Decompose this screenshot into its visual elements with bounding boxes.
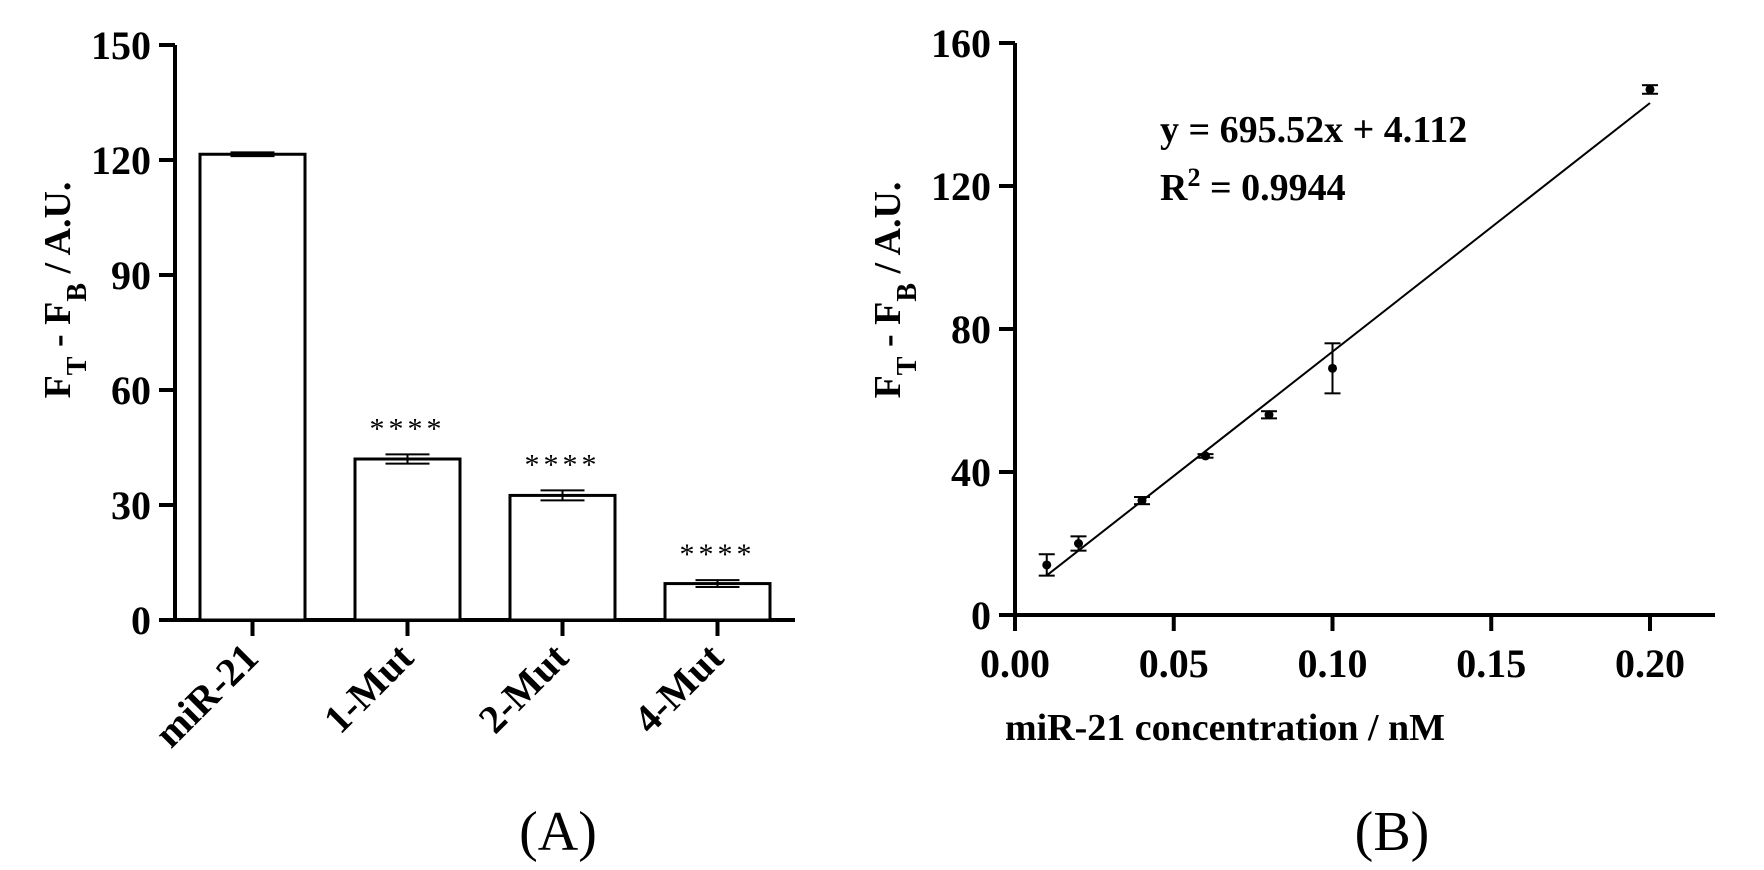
panel-a-y-tick-label: 120 [91, 138, 151, 183]
significance-marker: **** [370, 412, 446, 445]
panel-a-y-tick-label: 90 [111, 253, 151, 298]
panel-b-y-tick-label: 0 [971, 593, 991, 638]
panel-a-bar-chart: 0 30 60 90 120 150 miR-21 1-Mut **** 2-Mut **** 4-M… [91, 23, 795, 756]
panel-a-x-tick-label: 2-Mut [470, 634, 578, 742]
panel-b-y-tick-label: 40 [951, 450, 991, 495]
panel-a-y-axis-title: FT - FB / A.U. [37, 182, 93, 399]
panel-a-y-tick-label: 150 [91, 23, 151, 68]
panel-a-x-tick-label: 4-Mut [625, 634, 733, 742]
panel-b-y-tick-label: 160 [931, 21, 991, 66]
bar-4-Mut [663, 582, 772, 622]
panel-b-x-tick-label: 0.10 [1298, 641, 1368, 686]
data-point [1137, 496, 1147, 506]
panel-b-x-axis-title: miR-21 concentration / nM [1005, 707, 1445, 749]
panel-a-y-tick-label: 0 [131, 598, 151, 643]
data-point [1645, 84, 1655, 94]
significance-marker: **** [525, 448, 601, 481]
panel-b-x-tick-label: 0.15 [1456, 641, 1526, 686]
data-point [1328, 363, 1337, 373]
regression-equation: y = 695.52x + 4.112 [1160, 109, 1467, 151]
panel-b-y-tick-label: 80 [951, 307, 991, 352]
panel-b-x-tick-label: 0.00 [980, 641, 1050, 686]
data-point [1264, 410, 1274, 420]
data-point [1201, 451, 1210, 461]
bar-miR-21 [198, 152, 307, 622]
panel-b-y-tick-label: 120 [931, 164, 991, 209]
panel-a-x-tick-label: miR-21 [145, 635, 266, 756]
panel-a-y-tick-label: 60 [111, 368, 151, 413]
panel-a-y-tick-label: 30 [111, 483, 151, 528]
significance-marker: **** [680, 538, 756, 571]
data-point [1074, 539, 1083, 548]
panel-a-label: (A) [519, 801, 597, 863]
panel-a-x-tick-label: 1-Mut [315, 634, 423, 742]
data-point [1042, 560, 1052, 570]
panel-b-scatter-chart: 0 40 80 120 160 0.00 0.05 0.10 0.15 0.20 [931, 21, 1715, 686]
bar-1-Mut [353, 457, 462, 622]
bar-2-Mut [508, 493, 617, 622]
panel-b-y-axis-title: FT - FB / A.U. [867, 182, 923, 399]
panel-b-label: (B) [1355, 801, 1430, 863]
r-squared-label: R2 = 0.9944 [1160, 163, 1346, 210]
panel-b-x-tick-label: 0.20 [1615, 641, 1685, 686]
panel-b-x-tick-label: 0.05 [1139, 641, 1209, 686]
